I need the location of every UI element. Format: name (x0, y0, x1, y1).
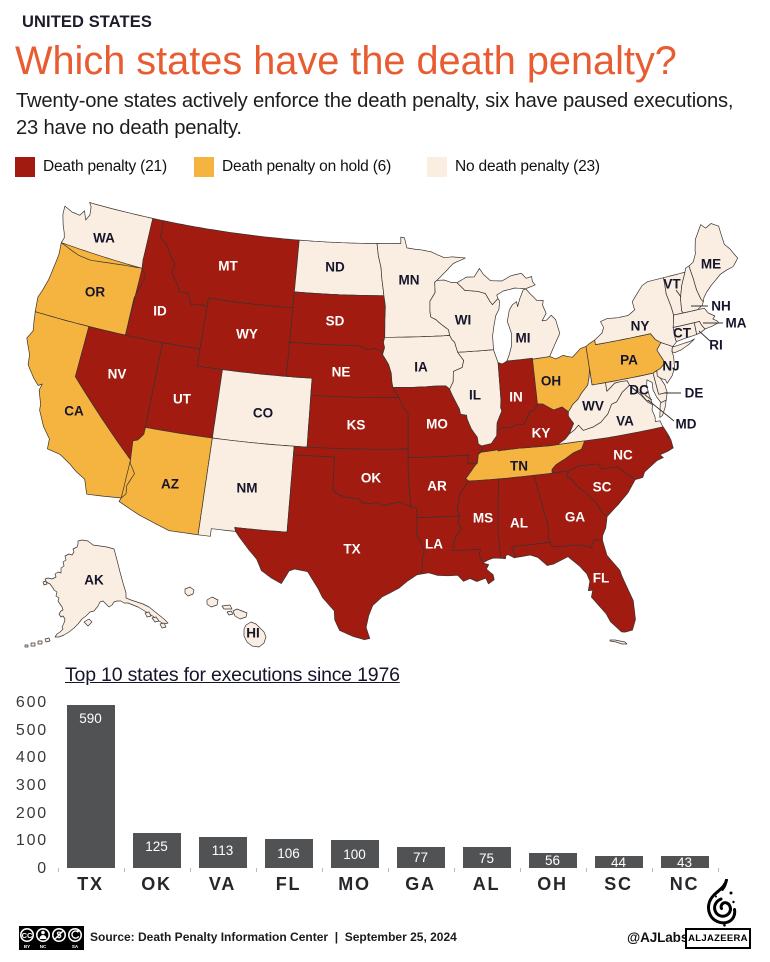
svg-text:FL: FL (593, 571, 610, 586)
svg-text:TX: TX (343, 542, 360, 557)
svg-text:KY: KY (532, 426, 551, 441)
svg-text:RI: RI (709, 338, 723, 353)
svg-text:WV: WV (582, 399, 604, 414)
svg-text:ME: ME (701, 257, 721, 272)
svg-text:AZ: AZ (161, 477, 179, 492)
svg-text:CO: CO (253, 406, 273, 421)
svg-text:SD: SD (326, 314, 345, 329)
svg-text:MA: MA (726, 316, 747, 331)
svg-text:NM: NM (237, 481, 258, 496)
svg-text:BY: BY (24, 944, 30, 949)
svg-text:GA: GA (565, 510, 586, 525)
svg-text:SA: SA (72, 944, 79, 949)
svg-text:AR: AR (427, 479, 447, 494)
svg-text:MD: MD (676, 417, 697, 432)
svg-text:OR: OR (85, 285, 106, 300)
svg-text:NH: NH (711, 299, 731, 314)
svg-text:NV: NV (108, 367, 127, 382)
svg-text:AL: AL (510, 516, 528, 531)
svg-text:WY: WY (236, 327, 258, 342)
svg-text:WI: WI (455, 313, 472, 328)
svg-text:TN: TN (510, 459, 528, 474)
svg-text:MN: MN (399, 273, 420, 288)
svg-text:MS: MS (473, 511, 493, 526)
svg-text:UT: UT (173, 392, 192, 407)
svg-text:CT: CT (673, 326, 692, 341)
svg-text:IN: IN (509, 390, 523, 405)
svg-text:NY: NY (631, 319, 650, 334)
svg-text:NE: NE (332, 365, 351, 380)
svg-text:KS: KS (347, 418, 366, 433)
svg-text:LA: LA (425, 537, 443, 552)
svg-text:MI: MI (516, 331, 531, 346)
svg-text:ND: ND (325, 260, 345, 275)
svg-text:OH: OH (541, 374, 561, 389)
svg-text:NC: NC (613, 448, 633, 463)
svg-text:SC: SC (593, 480, 612, 495)
svg-text:ID: ID (153, 304, 167, 319)
svg-text:OK: OK (361, 471, 382, 486)
svg-text:IL: IL (469, 388, 481, 403)
svg-text:HI: HI (246, 626, 260, 641)
svg-text:DC: DC (629, 383, 649, 398)
svg-text:CA: CA (64, 404, 84, 419)
svg-text:IA: IA (414, 360, 428, 375)
svg-text:MT: MT (218, 259, 238, 274)
svg-text:CC: CC (22, 931, 33, 940)
svg-text:VA: VA (616, 414, 634, 429)
svg-text:MO: MO (426, 417, 448, 432)
svg-text:WA: WA (93, 231, 115, 246)
svg-text:DE: DE (685, 386, 704, 401)
svg-text:AK: AK (84, 573, 104, 588)
svg-text:VT: VT (663, 277, 681, 292)
svg-text:NJ: NJ (662, 359, 679, 374)
svg-text:NC: NC (40, 944, 47, 949)
svg-text:PA: PA (620, 353, 638, 368)
